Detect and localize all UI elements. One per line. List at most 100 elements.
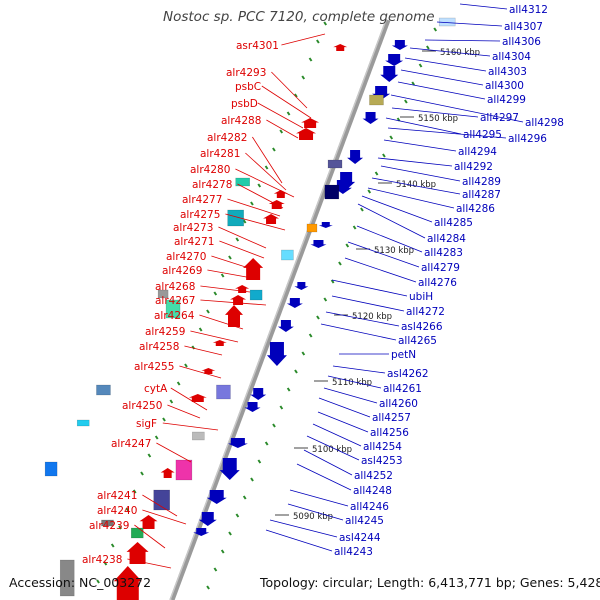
reverse-gene-glyph[interactable] (266, 342, 287, 366)
forward-gene-glyph[interactable] (188, 394, 207, 402)
reverse-gene-glyph[interactable] (310, 240, 327, 248)
reverse-gene-glyph[interactable] (250, 388, 267, 400)
reverse-gene-label-all4265[interactable]: all4265 (398, 335, 437, 347)
forward-gene-label-alr4268[interactable]: alr4268 (155, 281, 195, 293)
reverse-gene-label-all4300[interactable]: all4300 (485, 80, 524, 92)
forward-gene-glyph[interactable] (263, 214, 280, 224)
feature-box[interactable] (281, 249, 294, 261)
reverse-gene-glyph[interactable] (391, 40, 408, 50)
forward-gene-label-alr4269[interactable]: alr4269 (162, 265, 202, 277)
reverse-gene-label-all4289[interactable]: all4289 (462, 176, 501, 188)
feature-box[interactable] (76, 419, 90, 427)
reverse-gene-glyph[interactable] (277, 320, 294, 332)
reverse-gene-label-all4296[interactable]: all4296 (508, 133, 547, 145)
feature-box[interactable] (306, 223, 318, 233)
reverse-gene-label-all4254[interactable]: all4254 (363, 441, 402, 453)
reverse-gene-label-all4306[interactable]: all4306 (502, 36, 541, 48)
reverse-gene-glyph[interactable] (380, 66, 399, 82)
reverse-gene-label-all4292[interactable]: all4292 (454, 161, 493, 173)
reverse-gene-label-all4260[interactable]: all4260 (379, 398, 418, 410)
forward-gene-label-alr4238[interactable]: alr4238 (82, 554, 122, 566)
reverse-gene-label-all4245[interactable]: all4245 (345, 515, 384, 527)
reverse-gene-glyph[interactable] (193, 528, 210, 536)
reverse-gene-glyph[interactable] (347, 150, 364, 164)
reverse-gene-label-asl4253[interactable]: asl4253 (361, 455, 403, 467)
reverse-gene-label-all4248[interactable]: all4248 (353, 485, 392, 497)
reverse-gene-label-all4298[interactable]: all4298 (525, 117, 564, 129)
reverse-gene-label-all4307[interactable]: all4307 (504, 21, 543, 33)
forward-gene-label-alr4270[interactable]: alr4270 (166, 251, 206, 263)
reverse-gene-label-all4312[interactable]: all4312 (509, 4, 548, 16)
reverse-gene-label-all4299[interactable]: all4299 (487, 94, 526, 106)
forward-gene-label-alr4241[interactable]: alr4241 (97, 490, 137, 502)
reverse-gene-glyph[interactable] (385, 54, 404, 66)
feature-box[interactable] (324, 184, 340, 200)
reverse-gene-glyph[interactable] (244, 402, 261, 412)
forward-gene-glyph[interactable] (273, 190, 288, 198)
reverse-gene-label-all4252[interactable]: all4252 (354, 470, 393, 482)
forward-gene-label-alr4250[interactable]: alr4250 (122, 400, 162, 412)
reverse-gene-glyph[interactable] (286, 298, 303, 308)
forward-gene-label-alr4247[interactable]: alr4247 (111, 438, 151, 450)
reverse-gene-label-all4303[interactable]: all4303 (488, 66, 527, 78)
feature-box[interactable] (157, 289, 169, 299)
feature-box[interactable] (249, 289, 263, 301)
forward-gene-glyph[interactable] (333, 44, 348, 51)
forward-gene-label-alr4258[interactable]: alr4258 (139, 341, 179, 353)
forward-gene-label-psbD[interactable]: psbD (231, 98, 258, 110)
reverse-gene-glyph[interactable] (219, 458, 240, 480)
feature-box[interactable] (59, 559, 75, 597)
forward-gene-glyph[interactable] (212, 340, 227, 346)
feature-box[interactable] (44, 461, 58, 477)
feature-box[interactable] (227, 209, 244, 227)
forward-gene-label-asr4301[interactable]: asr4301 (236, 40, 279, 52)
forward-gene-label-alr4275[interactable]: alr4275 (180, 209, 220, 221)
reverse-gene-glyph[interactable] (198, 512, 217, 526)
forward-gene-label-alr4239[interactable]: alr4239 (89, 520, 129, 532)
forward-gene-label-sigF[interactable]: sigF (136, 418, 157, 430)
forward-gene-glyph[interactable] (139, 515, 158, 529)
reverse-gene-label-all4295[interactable]: all4295 (463, 129, 502, 141)
feature-box[interactable] (96, 384, 111, 396)
forward-gene-label-alr4288[interactable]: alr4288 (221, 115, 261, 127)
reverse-gene-label-all4243[interactable]: all4243 (334, 546, 373, 558)
forward-gene-label-alr4267[interactable]: alr4267 (155, 295, 195, 307)
forward-gene-glyph[interactable] (296, 128, 317, 140)
forward-gene-label-alr4264[interactable]: alr4264 (154, 310, 195, 322)
reverse-gene-label-all4276[interactable]: all4276 (418, 277, 457, 289)
forward-gene-glyph[interactable] (113, 566, 142, 600)
reverse-gene-glyph[interactable] (294, 282, 309, 290)
forward-gene-label-alr4281[interactable]: alr4281 (200, 148, 240, 160)
forward-gene-glyph[interactable] (225, 305, 244, 327)
forward-gene-label-alr4271[interactable]: alr4271 (174, 236, 214, 248)
forward-gene-label-alr4282[interactable]: alr4282 (207, 132, 247, 144)
forward-gene-label-alr4259[interactable]: alr4259 (145, 326, 185, 338)
feature-box[interactable] (175, 459, 193, 481)
reverse-gene-label-all4279[interactable]: all4279 (421, 262, 460, 274)
forward-gene-glyph[interactable] (160, 468, 175, 478)
forward-gene-label-psbC[interactable]: psbC (235, 81, 261, 93)
forward-gene-label-alr4240[interactable]: alr4240 (97, 505, 137, 517)
reverse-gene-label-all4285[interactable]: all4285 (434, 217, 473, 229)
feature-box[interactable] (165, 299, 181, 319)
reverse-gene-glyph[interactable] (362, 112, 379, 124)
reverse-gene-glyph[interactable] (206, 490, 227, 504)
feature-box[interactable] (101, 519, 114, 527)
forward-gene-label-cytA[interactable]: cytA (144, 383, 168, 395)
forward-gene-glyph[interactable] (301, 118, 320, 128)
feature-box[interactable] (369, 94, 384, 106)
feature-box[interactable] (216, 384, 231, 400)
reverse-gene-label-all4283[interactable]: all4283 (424, 247, 463, 259)
reverse-gene-label-asl4266[interactable]: asl4266 (401, 321, 443, 333)
forward-gene-label-alr4280[interactable]: alr4280 (190, 164, 230, 176)
reverse-gene-glyph[interactable] (227, 438, 248, 448)
reverse-gene-label-all4246[interactable]: all4246 (350, 501, 389, 513)
forward-gene-label-alr4293[interactable]: alr4293 (226, 67, 266, 79)
reverse-gene-label-petN[interactable]: petN (391, 349, 416, 361)
reverse-gene-glyph[interactable] (318, 222, 333, 228)
reverse-gene-label-all4256[interactable]: all4256 (370, 427, 409, 439)
reverse-gene-label-all4272[interactable]: all4272 (406, 306, 445, 318)
feature-box[interactable] (130, 527, 144, 539)
forward-gene-label-alr4278[interactable]: alr4278 (192, 179, 232, 191)
reverse-gene-label-all4294[interactable]: all4294 (458, 146, 497, 158)
